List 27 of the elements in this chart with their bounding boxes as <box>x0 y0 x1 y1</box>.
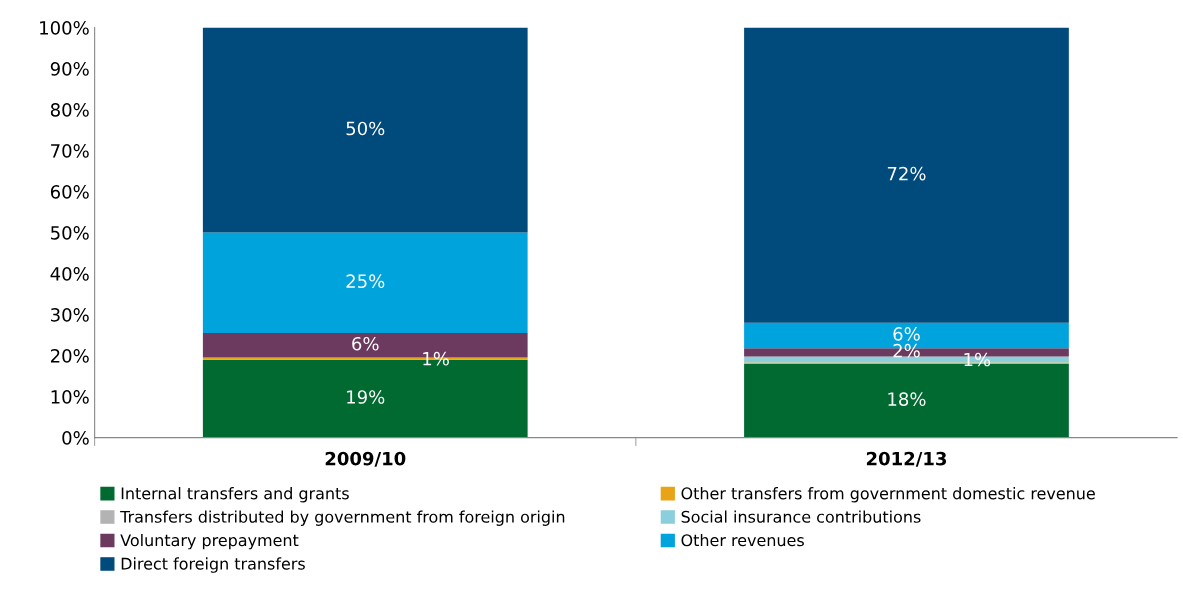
y-tick-label: 90% <box>50 62 89 76</box>
legend-label: Transfers distributed by government from foreign origin <box>120 510 565 526</box>
y-tick-label: 30% <box>51 308 89 322</box>
data-label: 25% <box>346 274 385 289</box>
data-label: 50% <box>346 121 385 136</box>
data-label: 18% <box>888 392 926 406</box>
y-tick-label: 10% <box>51 390 89 404</box>
legend-label: Voluntary prepayment <box>120 533 299 550</box>
y-tick-label: 100% <box>40 21 89 35</box>
y-tick-label: 50% <box>51 226 89 240</box>
x-tick-label: 2009/10 <box>325 451 406 467</box>
y-tick-label: 70% <box>51 144 89 158</box>
y-tick-label: 40% <box>50 267 89 281</box>
y-tick-label: 60% <box>50 185 89 199</box>
legend-label: Other transfers from government domestic revenue <box>681 487 1095 503</box>
x-tick-label: 2012/13 <box>866 451 947 467</box>
data-label: 6% <box>352 336 379 351</box>
data-label: 19% <box>347 390 385 404</box>
data-label: 72% <box>887 166 926 181</box>
legend-label: Social insurance contributions <box>681 510 921 523</box>
data-label: 6% <box>893 327 920 341</box>
legend-label: Direct foreign transfers <box>121 557 305 573</box>
legend-label: Other revenues <box>681 533 804 547</box>
y-tick-label: 80% <box>50 103 89 117</box>
y-tick-label: 20% <box>50 349 89 363</box>
y-tick-label: 0% <box>62 431 89 445</box>
legend-label: Internal transfers and grants <box>121 487 349 503</box>
